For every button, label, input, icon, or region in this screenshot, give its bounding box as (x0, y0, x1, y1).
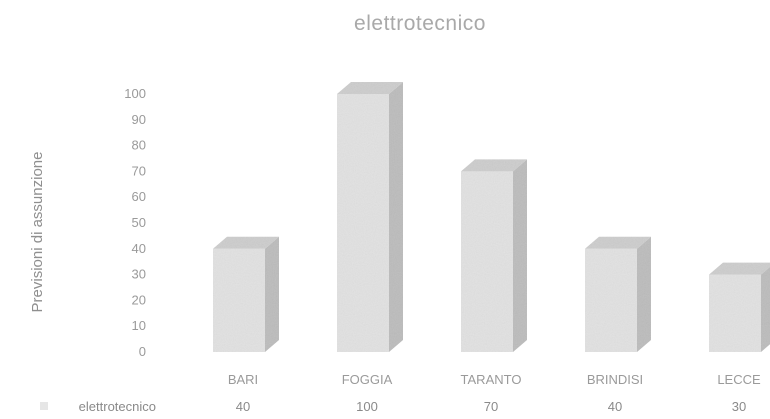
y-tick-label: 90 (132, 112, 146, 127)
y-tick-label: 40 (132, 241, 146, 256)
bar-side-face (637, 236, 651, 352)
category-label: BRINDISI (587, 372, 643, 387)
y-tick-label: 100 (124, 86, 146, 101)
bar-front-face (709, 274, 761, 352)
bar-front-face (585, 248, 637, 352)
legend-key (40, 402, 48, 410)
category-label: FOGGIA (342, 372, 393, 387)
y-axis-ticks: 0 10 20 30 40 50 60 70 80 90 100 (124, 86, 146, 359)
bar-brindisi (585, 236, 651, 352)
category-label: LECCE (717, 372, 761, 387)
bar-side-face (389, 82, 403, 352)
data-table-value: 100 (356, 399, 378, 414)
y-tick-label: 0 (139, 344, 146, 359)
bar-bari (213, 236, 279, 352)
data-table-value: 40 (608, 399, 622, 414)
bars (213, 82, 770, 352)
y-tick-label: 70 (132, 163, 146, 178)
bar-side-face (513, 159, 527, 352)
bar-top-face (461, 159, 527, 172)
bar-front-face (213, 248, 265, 352)
bar-side-face (265, 236, 279, 352)
y-tick-label: 80 (132, 138, 146, 153)
bar-lecce (709, 262, 770, 352)
y-tick-label: 30 (132, 267, 146, 282)
category-label: BARI (228, 372, 258, 387)
bar-front-face (337, 94, 389, 352)
bar-front-face (461, 171, 513, 352)
data-table-value: 70 (484, 399, 498, 414)
bar-foggia (337, 82, 403, 352)
y-tick-label: 10 (132, 318, 146, 333)
bar-top-face (585, 236, 651, 249)
chart-title: elettrotecnico (354, 12, 486, 35)
bar-top-face (709, 262, 770, 275)
data-table-series-name: elettrotecnico (79, 399, 156, 414)
data-table-value: 30 (732, 399, 746, 414)
y-axis-label: Previsioni di assunzione (29, 152, 46, 313)
category-label: TARANTO (461, 372, 522, 387)
y-tick-label: 20 (132, 292, 146, 307)
bar-side-face (761, 266, 770, 352)
bar-top-face (213, 236, 279, 249)
y-tick-label: 60 (132, 189, 146, 204)
category-labels: BARI FOGGIA TARANTO BRINDISI LECCE (228, 372, 761, 387)
data-table-value: 40 (236, 399, 250, 414)
bar-top-face (337, 82, 403, 94)
y-tick-label: 50 (132, 215, 146, 230)
data-table: elettrotecnico 40 100 70 40 30 (40, 399, 746, 414)
bar-taranto (461, 159, 527, 352)
